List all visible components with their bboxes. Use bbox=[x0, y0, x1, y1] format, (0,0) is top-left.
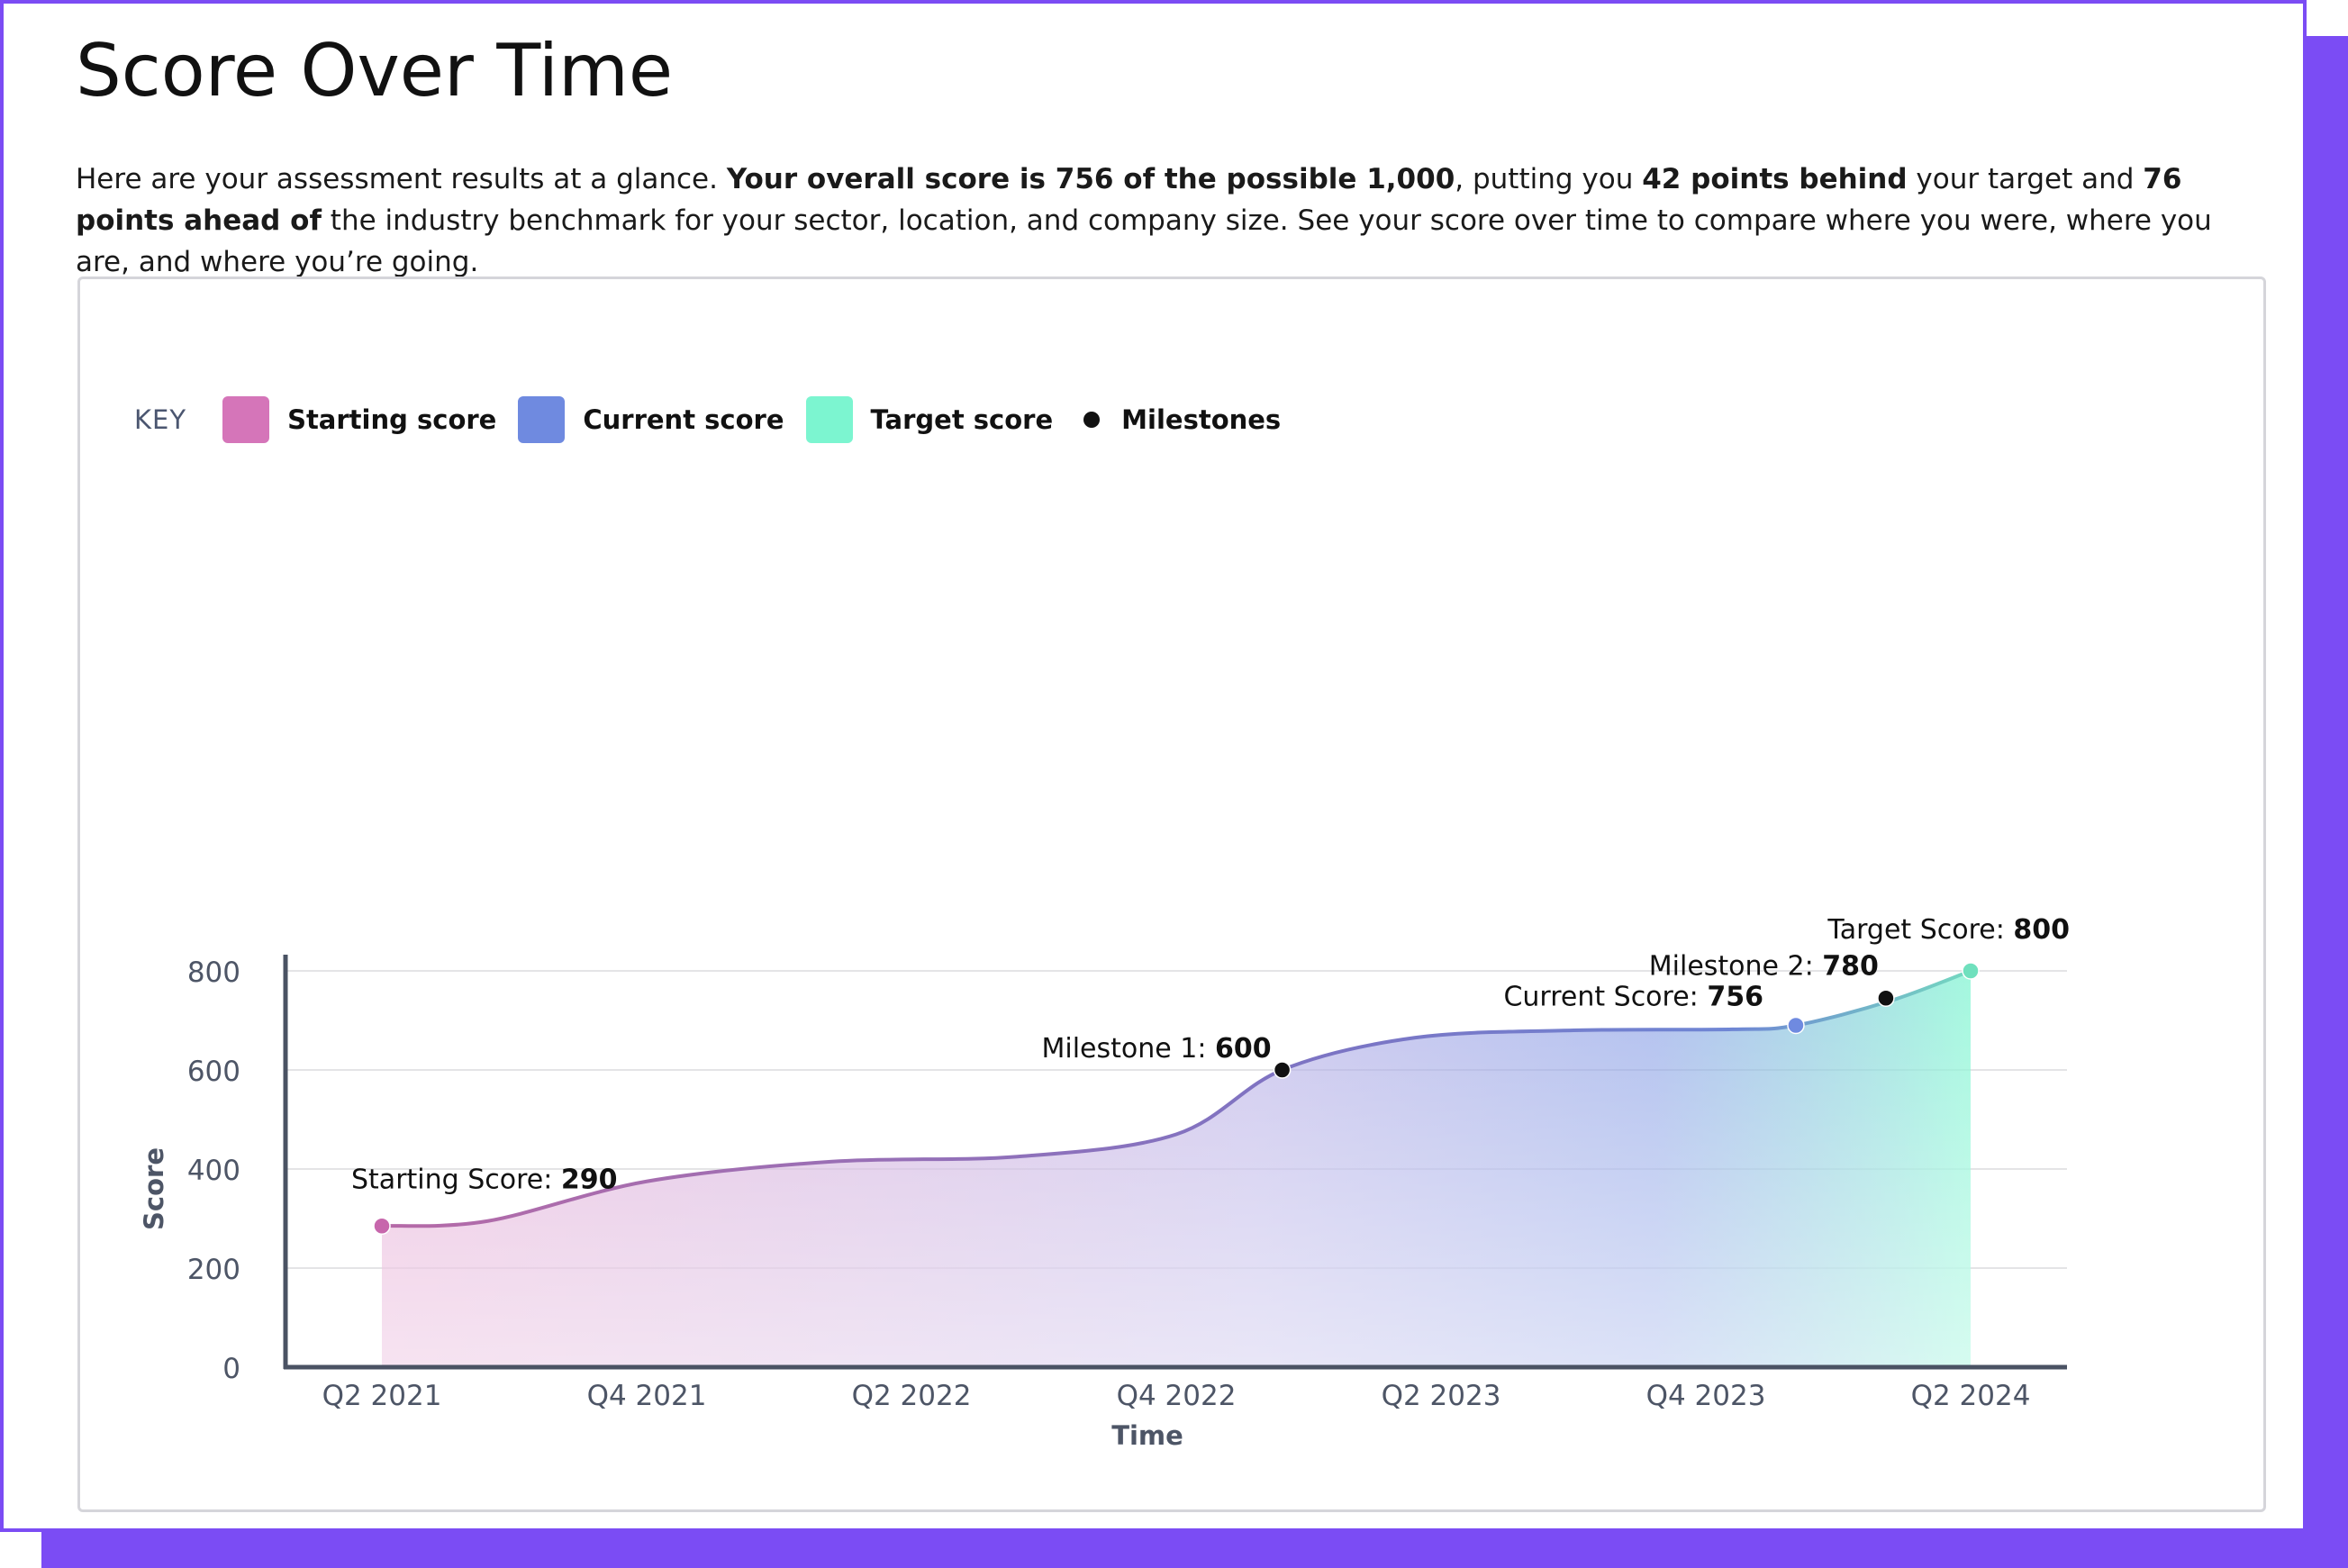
x-tick-label: Q2 2023 bbox=[1382, 1380, 1501, 1412]
intro-part-3: your target and bbox=[1907, 163, 2144, 195]
legend-swatch-starting-score bbox=[222, 396, 270, 443]
point-label: Starting Score: 290 bbox=[351, 1164, 618, 1195]
point-label: Target Score: 800 bbox=[1827, 914, 2070, 946]
y-axis-title: Score bbox=[139, 1147, 169, 1230]
intro-part-4: the industry benchmark for your sector, … bbox=[76, 204, 2212, 278]
y-tick-label: 0 bbox=[222, 1353, 240, 1385]
y-tick-label: 200 bbox=[187, 1254, 240, 1286]
intro-points-ahead: 76 points ahead of bbox=[76, 163, 2182, 237]
legend-key-label: KEY bbox=[134, 404, 187, 435]
target-score-point bbox=[1962, 962, 1980, 980]
intro-part-1: Here are your assessment results at a gl… bbox=[76, 163, 727, 195]
score-card: Score Over Time Here are your assessment… bbox=[0, 0, 2307, 1532]
point-label: Milestone 2: 780 bbox=[1649, 950, 1879, 982]
current-score-point bbox=[1787, 1016, 1805, 1035]
intro-points-behind: 42 points behind bbox=[1642, 163, 1908, 195]
legend-label-milestones: Milestones bbox=[1121, 404, 1282, 435]
start-score-point bbox=[373, 1217, 391, 1235]
point-label: Current Score: 756 bbox=[1503, 982, 1763, 1013]
legend-swatch-current-score bbox=[518, 396, 566, 443]
y-tick-label: 600 bbox=[187, 1056, 240, 1088]
intro-part-2: , putting you bbox=[1455, 163, 1643, 195]
x-tick-label: Q4 2023 bbox=[1646, 1380, 1766, 1412]
milestone-point bbox=[1273, 1061, 1292, 1079]
x-tick-label: Q4 2022 bbox=[1117, 1380, 1237, 1412]
x-tick-label: Q2 2021 bbox=[322, 1380, 442, 1412]
milestone-point bbox=[1877, 989, 1895, 1007]
legend-swatch-target-score bbox=[805, 396, 853, 443]
point-label: Milestone 1: 600 bbox=[1041, 1033, 1271, 1065]
intro-overall-score: Your overall score is 756 of the possibl… bbox=[726, 163, 1455, 195]
score-chart: 0 200 400 600 800 Q2 2021 Q4 2021 Q2 2022 Q4 202… bbox=[139, 914, 2070, 1451]
legend-milestone-dot-icon bbox=[1083, 412, 1101, 428]
score-line bbox=[381, 969, 1972, 1228]
legend-label-target-score: Target score bbox=[870, 404, 1054, 435]
x-axis-title: Time bbox=[1111, 1420, 1183, 1451]
x-tick-label: Q2 2022 bbox=[852, 1380, 972, 1412]
legend-label-current-score: Current score bbox=[583, 404, 784, 435]
x-tick-label: Q2 2024 bbox=[1911, 1380, 2031, 1412]
page-title: Score Over Time bbox=[76, 29, 674, 113]
x-tick-label: Q4 2021 bbox=[587, 1380, 707, 1412]
legend-label-starting-score: Starting score bbox=[287, 404, 497, 435]
intro-text: Here are your assessment results at a gl… bbox=[76, 159, 2255, 283]
score-area-fade bbox=[382, 971, 1971, 1367]
chart-panel: KEY Starting score Current score Target … bbox=[77, 276, 2266, 1512]
chart-legend: KEY Starting score Current score Target … bbox=[134, 394, 1302, 445]
y-tick-label: 400 bbox=[187, 1155, 240, 1187]
y-tick-label: 800 bbox=[187, 956, 240, 989]
